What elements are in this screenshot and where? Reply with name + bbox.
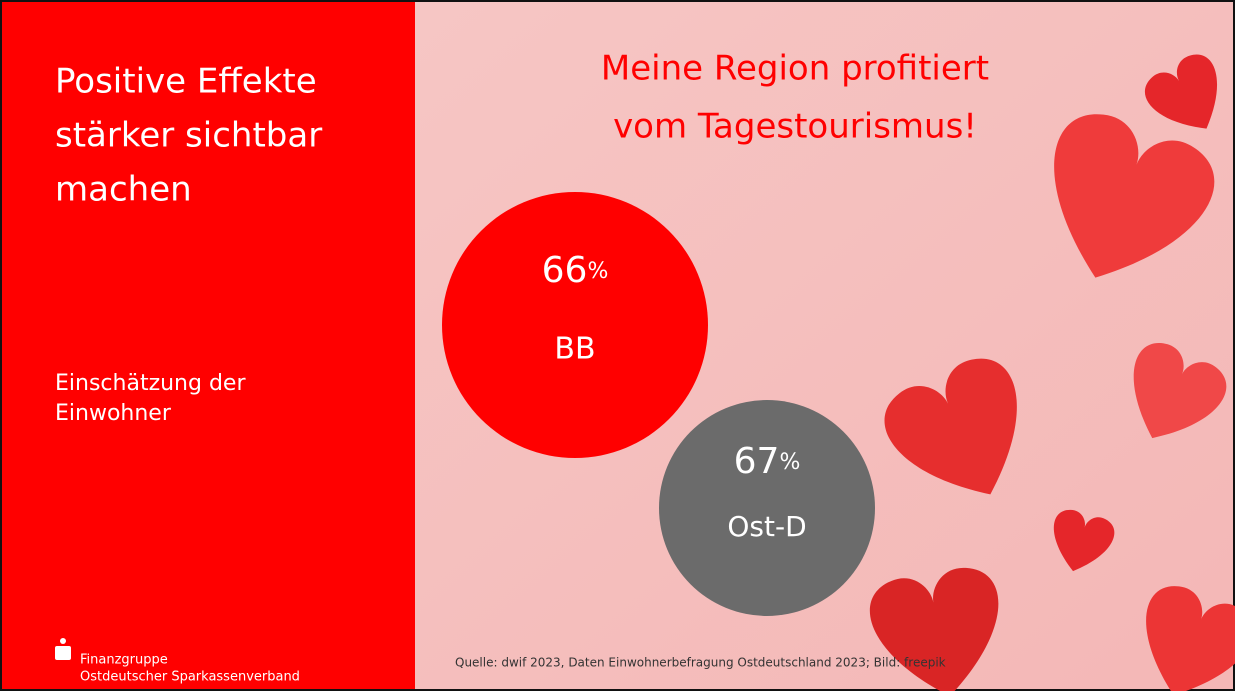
logo-dot (60, 638, 66, 644)
title-line: machen (55, 170, 192, 210)
logo-text: Finanzgruppe (80, 653, 168, 668)
value: 66 (542, 250, 588, 291)
title-line: stärker sichtbar (55, 116, 322, 156)
circle-label: BB (554, 332, 595, 367)
logo-icon (55, 646, 71, 660)
circle-bb (442, 192, 708, 458)
unit: % (779, 450, 800, 475)
logo-text: Ostdeutscher Sparkassenverband (80, 670, 300, 685)
sidebar (2, 2, 415, 689)
title-line: Meine Region profitiert (601, 49, 989, 89)
page: {"sidebar": {"title_lines": ["Positive E… (0, 0, 1235, 691)
circle-ostd (659, 400, 875, 616)
unit: % (587, 259, 608, 284)
value: 67 (734, 441, 780, 482)
source: Quelle: dwif 2023, Daten Einwohnerbefrag… (455, 656, 946, 670)
subtitle-line: Einschätzung der (55, 371, 246, 396)
slide: Positive Effekte stärker sichtbar machen… (0, 0, 1235, 691)
circle-label: Ost-D (727, 510, 806, 543)
title-line: vom Tagestourismus! (613, 107, 977, 147)
subtitle-line: Einwohner (55, 401, 172, 426)
title-line: Positive Effekte (55, 62, 317, 102)
